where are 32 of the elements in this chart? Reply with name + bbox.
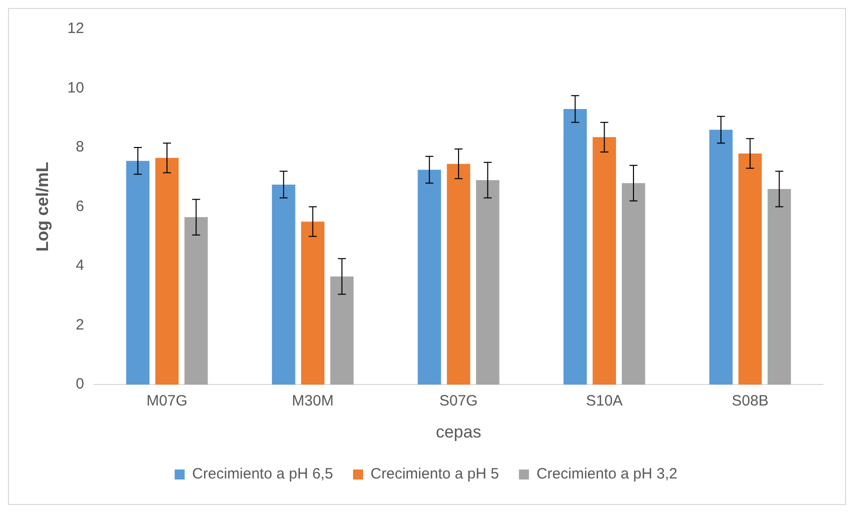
bar [330, 276, 354, 385]
bar [126, 160, 150, 385]
y-axis-title: Log cel/mL [32, 162, 52, 252]
y-tick-label: 6 [76, 198, 84, 215]
y-tick-label: 10 [67, 79, 84, 96]
x-tick-label: M07G [146, 392, 188, 410]
y-tick-label: 12 [67, 20, 84, 38]
bar [301, 222, 324, 385]
x-tick-label: S10A [586, 392, 623, 410]
bar [272, 184, 296, 385]
x-tick-label: S08B [732, 392, 768, 410]
bar [184, 217, 208, 385]
bar [738, 153, 762, 385]
y-tick-label: 4 [76, 257, 84, 274]
bar [476, 180, 500, 385]
bar [446, 164, 470, 385]
bar [709, 130, 733, 385]
bar [155, 158, 179, 385]
x-tick-label: S07G [439, 392, 478, 410]
bar [768, 189, 791, 385]
legend-label: Crecimiento a pH 3,2 [536, 466, 678, 483]
legend-label: Crecimiento a pH 5 [370, 466, 499, 483]
y-tick-label: 0 [76, 376, 84, 393]
y-tick-label: 2 [76, 316, 84, 334]
bar [622, 183, 646, 385]
x-axis-title: cepas [436, 422, 482, 442]
bar [418, 170, 442, 385]
bar [592, 137, 616, 385]
x-tick-label: M30M [292, 392, 334, 410]
y-tick-label: 8 [76, 138, 84, 156]
legend-label: Crecimiento a pH 6,5 [192, 466, 334, 483]
bar [564, 109, 587, 385]
